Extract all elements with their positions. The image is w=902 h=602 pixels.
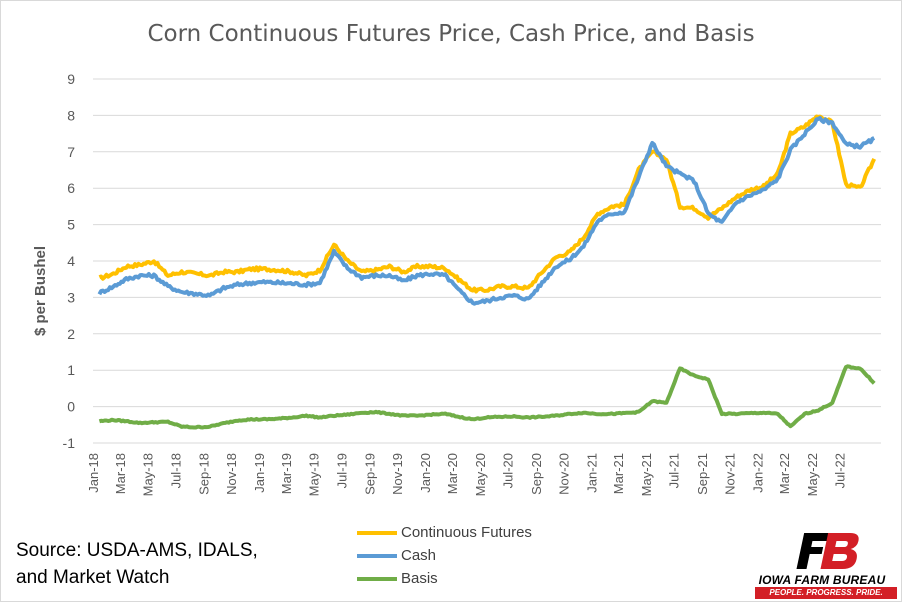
x-tick-label: Jul-18 <box>168 453 183 488</box>
logo-name: IOWA FARM BUREAU <box>758 573 886 587</box>
y-tick-label: -1 <box>63 435 76 451</box>
x-tick-label: Nov-20 <box>557 453 572 495</box>
x-tick-label: May-20 <box>473 453 488 496</box>
x-tick-label: May-21 <box>639 453 654 496</box>
legend-swatch-futures <box>357 530 397 535</box>
y-tick-label: 5 <box>67 217 75 233</box>
x-tick-label: Jul-19 <box>334 453 349 488</box>
x-tick-label: May-22 <box>805 453 820 496</box>
chart-title: Corn Continuous Futures Price, Cash Pric… <box>147 21 755 47</box>
x-tick-label: Jan-18 <box>86 453 101 493</box>
y-tick-label: 3 <box>67 289 75 305</box>
y-tick-label: 1 <box>67 362 75 378</box>
x-tick-label: Jan-20 <box>418 453 433 493</box>
y-tick-labels: -1 0 1 2 3 4 5 6 7 8 9 <box>63 71 76 451</box>
x-tick-label: Jan-19 <box>252 453 267 493</box>
series-line-cash <box>97 116 876 306</box>
x-tick-label: Sep-20 <box>529 453 544 495</box>
x-tick-label: Jul-20 <box>501 453 516 488</box>
y-tick-label: 8 <box>67 107 75 123</box>
y-tick-label: 7 <box>67 144 75 160</box>
x-tick-label: Jan-21 <box>584 453 599 493</box>
y-tick-label: 9 <box>67 71 75 87</box>
x-tick-label: Nov-18 <box>224 453 239 495</box>
x-tick-label: Sep-19 <box>362 453 377 495</box>
y-tick-label: 6 <box>67 180 75 196</box>
gridlines <box>93 78 881 444</box>
x-tick-label: Mar-22 <box>777 453 792 494</box>
x-tick-label: Jan-22 <box>750 453 765 493</box>
series-line-continuous-futures <box>98 114 877 294</box>
x-tick-label: Jul-22 <box>833 453 848 488</box>
legend-swatch-basis <box>357 576 397 581</box>
x-tick-label: Mar-19 <box>279 453 294 494</box>
x-tick-label: Mar-20 <box>445 453 460 494</box>
legend-label-cash: Cash <box>401 547 437 564</box>
source-line-2: and Market Watch <box>16 567 170 588</box>
x-tick-label: May-18 <box>141 453 156 496</box>
x-tick-label: Sep-21 <box>695 453 710 495</box>
source-line-1: Source: USDA-AMS, IDALS, <box>16 540 258 561</box>
legend-item-cash: Cash <box>357 544 532 567</box>
y-tick-label: 4 <box>67 253 75 269</box>
x-tick-labels: Jan-18 Mar-18 May-18 Jul-18 Sep-18 Nov-18 Jan-… <box>86 453 848 496</box>
source-note: Source: USDA-AMS, IDALS, and Market Watc… <box>16 537 258 591</box>
x-tick-label: May-19 <box>307 453 322 496</box>
legend-item-basis: Basis <box>357 567 532 590</box>
x-tick-label: Nov-21 <box>723 453 738 495</box>
logo-tagline: PEOPLE. PROGRESS. PRIDE. <box>755 587 897 599</box>
y-axis-label: $ per Bushel <box>32 246 49 336</box>
legend: Continuous Futures Cash Basis <box>357 521 532 590</box>
y-tick-label: 2 <box>67 326 75 342</box>
x-tick-label: Mar-21 <box>611 453 626 494</box>
x-tick-label: Nov-19 <box>390 453 405 495</box>
legend-label-futures: Continuous Futures <box>401 524 532 541</box>
y-tick-label: 0 <box>67 399 75 415</box>
iowa-farm-bureau-logo: IOWA FARM BUREAU PEOPLE. PROGRESS. PRIDE… <box>747 529 897 599</box>
series-lines <box>97 114 877 430</box>
x-tick-label: Sep-18 <box>196 453 211 495</box>
x-tick-label: Jul-21 <box>667 453 682 488</box>
x-tick-label: Mar-18 <box>113 453 128 494</box>
series-line-basis <box>98 364 876 430</box>
legend-swatch-cash <box>357 553 397 558</box>
legend-label-basis: Basis <box>401 570 438 587</box>
fb-logo-icon <box>796 533 859 569</box>
legend-item-futures: Continuous Futures <box>357 521 532 544</box>
